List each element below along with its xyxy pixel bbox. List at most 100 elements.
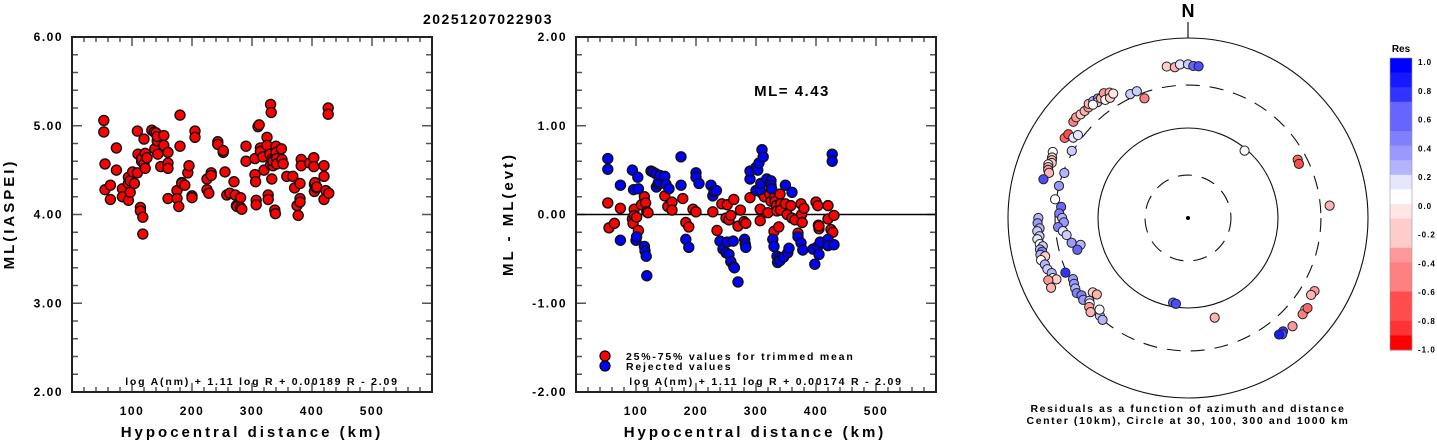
y-tick-label: 6.00 [34,30,63,44]
data-point [828,238,840,251]
ml-y-tick-labels: 2.00 3.00 4.00 5.00 6.00 [34,30,63,399]
data-point [141,151,153,164]
colorbar-swatch [1390,101,1412,117]
residual-y-axis-title: ML - ML(evt) [500,152,517,276]
station-point [1053,180,1065,191]
data-point [797,244,809,256]
data-point [162,162,174,175]
x-tick-label: 300 [240,404,265,418]
azimuth-caption-line2: Center (10km), Circle at 30, 100, 300 an… [1027,415,1350,427]
data-point [602,152,614,165]
data-point [219,166,231,178]
colorbar-label: 0.4 [1418,144,1432,153]
data-point [322,108,334,120]
data-point [602,197,614,209]
data-point [110,142,123,154]
figure-title: 20251207022903 [423,11,553,27]
data-point [240,140,252,152]
data-point [99,158,111,170]
residual-x-tick-labels: 100 200 300 400 500 [624,404,887,418]
data-point [725,209,737,222]
legend-marker-rejected [599,360,611,372]
data-point [98,114,110,127]
station-point [1193,61,1204,72]
data-point [162,146,174,159]
x-tick-label: 200 [684,404,709,418]
data-point [728,262,741,274]
ml-axis-ticks [72,37,432,392]
data-point [663,183,675,195]
data-point [641,270,653,282]
data-point [693,177,705,190]
data-point [173,200,185,213]
station-point [1305,289,1317,301]
distance-circle-300 [1054,84,1322,352]
y-tick-label: 5.00 [34,119,63,133]
colorbar-swatch [1390,291,1412,307]
ml-value-label: ML= 4.43 [754,83,830,100]
data-point [732,276,744,288]
station-point [1293,158,1305,170]
distance-circle-1000 [1007,37,1369,399]
legend-label-trimmed: 25%-75% values for trimmed mean [626,351,855,363]
data-point [250,199,262,211]
station-point [1094,304,1105,315]
y-tick-label: -2.00 [532,385,567,399]
residual-y-tick-labels: -2.00 -1.00 0.00 1.00 2.00 [532,30,567,399]
station-point [1302,302,1313,314]
y-tick-label: -1.00 [532,296,567,310]
x-tick-label: 500 [360,404,385,418]
data-point [228,175,240,188]
data-point [294,196,306,208]
colorbar-label: 0.8 [1418,87,1432,96]
data-point [602,163,614,175]
data-point [630,211,643,223]
data-point [710,184,723,197]
y-tick-label: 3.00 [34,296,63,310]
colorbar-title: Res [1392,44,1411,55]
data-point [677,192,689,205]
data-point [236,203,248,215]
data-point [131,125,144,137]
colorbar-swatch [1390,233,1412,249]
data-point [203,187,215,199]
data-point [666,204,678,216]
data-point [139,162,151,175]
colorbar-label: 1.0 [1418,58,1432,67]
data-point [614,202,627,214]
data-point [727,235,739,247]
colorbar-swatch [1390,72,1412,88]
residual-plot-frame [575,36,937,393]
station-point [1085,307,1096,318]
x-tick-label: 400 [300,404,325,418]
epicenter-dot [1186,216,1190,220]
x-tick-label: 200 [180,404,205,418]
colorbar-swatch [1390,58,1412,74]
data-point [809,258,821,270]
data-point [234,191,247,204]
data-point [277,158,289,170]
station-point [1066,145,1077,156]
colorbar-label: 0.6 [1418,116,1432,125]
colorbar-label: 0.2 [1418,173,1432,182]
data-point [779,179,792,191]
legend-label-rejected: Rejected values [626,361,732,373]
colorbar-swatch [1390,218,1412,234]
data-point [683,241,695,254]
data-point [765,183,778,195]
y-tick-label: 0.00 [538,208,567,222]
residual-colorbar: 1.0 0.8 0.6 0.4 0.2 0.0 -0.2 -0.4 -0.6 -0.8 -1.0 [1389,57,1435,355]
data-point [822,199,834,212]
data-point [265,106,277,119]
data-point [179,179,191,191]
data-point [137,211,149,223]
data-point [762,207,774,219]
station-point [1287,321,1298,332]
colorbar-swatch [1390,87,1412,103]
x-tick-label: 400 [804,404,829,418]
data-point [287,170,299,183]
ml-formula: log A(nm) + 1.11 log R + 0.00189 R - 2.0… [125,376,399,388]
station-point [1324,200,1335,211]
data-point [768,240,780,253]
